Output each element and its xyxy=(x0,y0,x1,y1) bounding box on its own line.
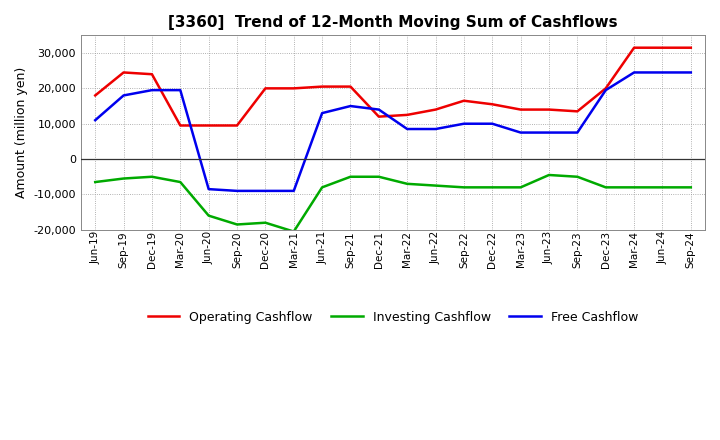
Free Cashflow xyxy=(204,187,213,192)
Free Cashflow xyxy=(374,107,383,112)
Operating Cashflow xyxy=(403,112,412,117)
Operating Cashflow xyxy=(488,102,497,107)
Y-axis label: Amount (million yen): Amount (million yen) xyxy=(15,67,28,198)
Investing Cashflow xyxy=(516,185,525,190)
Free Cashflow xyxy=(233,188,241,194)
Investing Cashflow xyxy=(403,181,412,187)
Operating Cashflow xyxy=(120,70,128,75)
Free Cashflow xyxy=(601,88,610,93)
Free Cashflow xyxy=(488,121,497,126)
Operating Cashflow xyxy=(459,98,468,103)
Investing Cashflow xyxy=(431,183,440,188)
Free Cashflow xyxy=(318,110,326,116)
Free Cashflow xyxy=(686,70,695,75)
Line: Operating Cashflow: Operating Cashflow xyxy=(95,48,690,125)
Investing Cashflow xyxy=(261,220,270,225)
Operating Cashflow xyxy=(261,86,270,91)
Operating Cashflow xyxy=(658,45,667,50)
Free Cashflow xyxy=(516,130,525,135)
Operating Cashflow xyxy=(204,123,213,128)
Operating Cashflow xyxy=(233,123,241,128)
Investing Cashflow xyxy=(346,174,355,180)
Free Cashflow xyxy=(658,70,667,75)
Investing Cashflow xyxy=(120,176,128,181)
Free Cashflow xyxy=(630,70,639,75)
Free Cashflow xyxy=(176,88,184,93)
Operating Cashflow xyxy=(148,72,156,77)
Operating Cashflow xyxy=(686,45,695,50)
Investing Cashflow xyxy=(488,185,497,190)
Investing Cashflow xyxy=(148,174,156,180)
Operating Cashflow xyxy=(630,45,639,50)
Investing Cashflow xyxy=(233,222,241,227)
Operating Cashflow xyxy=(346,84,355,89)
Investing Cashflow xyxy=(91,180,99,185)
Free Cashflow xyxy=(431,126,440,132)
Investing Cashflow xyxy=(176,180,184,185)
Investing Cashflow xyxy=(630,185,639,190)
Operating Cashflow xyxy=(573,109,582,114)
Investing Cashflow xyxy=(686,185,695,190)
Investing Cashflow xyxy=(459,185,468,190)
Free Cashflow xyxy=(91,117,99,123)
Investing Cashflow xyxy=(601,185,610,190)
Investing Cashflow xyxy=(289,229,298,234)
Free Cashflow xyxy=(261,188,270,194)
Free Cashflow xyxy=(148,88,156,93)
Free Cashflow xyxy=(459,121,468,126)
Investing Cashflow xyxy=(545,172,554,178)
Investing Cashflow xyxy=(318,185,326,190)
Investing Cashflow xyxy=(374,174,383,180)
Operating Cashflow xyxy=(318,84,326,89)
Operating Cashflow xyxy=(431,107,440,112)
Operating Cashflow xyxy=(176,123,184,128)
Line: Free Cashflow: Free Cashflow xyxy=(95,73,690,191)
Investing Cashflow xyxy=(204,213,213,218)
Operating Cashflow xyxy=(601,86,610,91)
Free Cashflow xyxy=(403,126,412,132)
Operating Cashflow xyxy=(374,114,383,119)
Investing Cashflow xyxy=(658,185,667,190)
Line: Investing Cashflow: Investing Cashflow xyxy=(95,175,690,231)
Operating Cashflow xyxy=(545,107,554,112)
Operating Cashflow xyxy=(91,93,99,98)
Operating Cashflow xyxy=(516,107,525,112)
Investing Cashflow xyxy=(573,174,582,180)
Legend: Operating Cashflow, Investing Cashflow, Free Cashflow: Operating Cashflow, Investing Cashflow, … xyxy=(143,306,643,329)
Free Cashflow xyxy=(289,188,298,194)
Free Cashflow xyxy=(545,130,554,135)
Free Cashflow xyxy=(346,103,355,109)
Free Cashflow xyxy=(120,93,128,98)
Title: [3360]  Trend of 12-Month Moving Sum of Cashflows: [3360] Trend of 12-Month Moving Sum of C… xyxy=(168,15,618,30)
Free Cashflow xyxy=(573,130,582,135)
Operating Cashflow xyxy=(289,86,298,91)
